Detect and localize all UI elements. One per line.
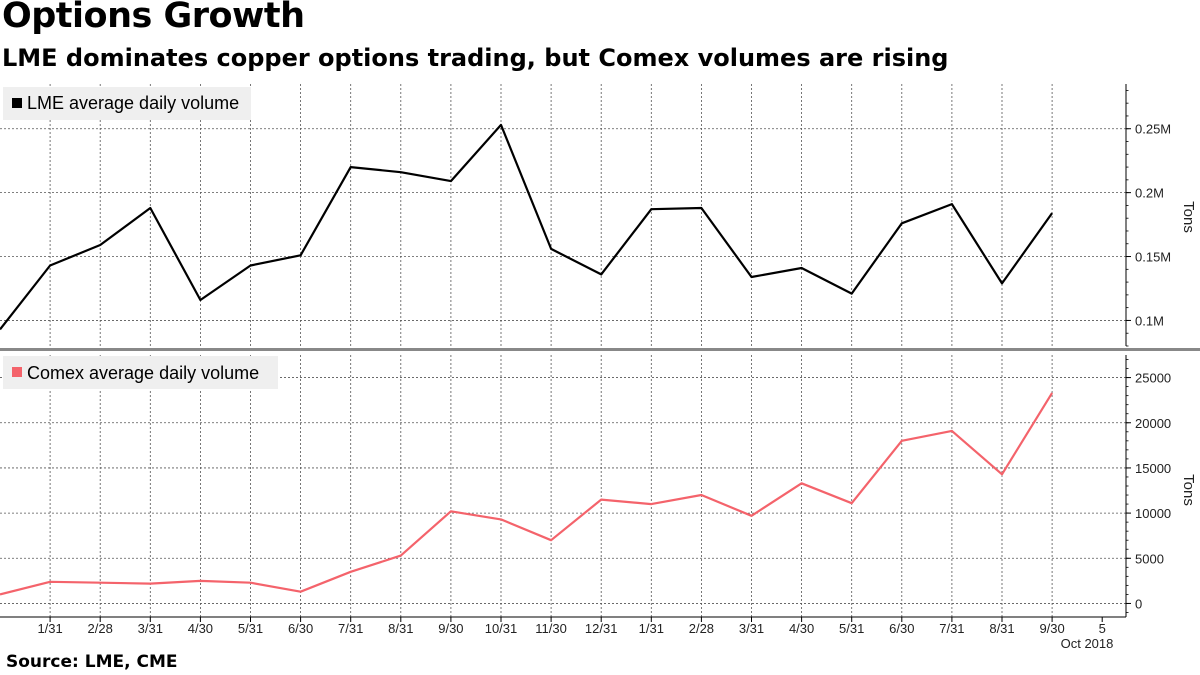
comex-y-tick-label: 25000: [1135, 371, 1171, 386]
x-tick-label: 7/31: [939, 621, 964, 636]
lme-y-tick-label: 0.15M: [1135, 250, 1171, 265]
comex-panel: 0 5000 10000 15000 20000 25000 Comex average …: [0, 355, 1197, 617]
x-axis: 1/31 2/28 3/31 4/30 5/31 6/30 7/31 8/31 9/30 10/3…: [0, 616, 1126, 636]
x-tick-label: 10/31: [485, 621, 518, 636]
page-title: Options Growth: [2, 0, 305, 36]
x-tick-label: 9/30: [438, 621, 463, 636]
lme-panel: 0.1M 0.15M 0.2M 0.25M LME average daily vol…: [0, 84, 1197, 347]
x-tick-label: 7/31: [338, 621, 363, 636]
lme-y-axis: 0.1M 0.15M 0.2M 0.25M: [1125, 84, 1171, 347]
x-tick-label: 6/30: [288, 621, 313, 636]
lme-legend-box: [3, 87, 251, 120]
comex-series-line: [0, 392, 1054, 596]
lme-y-axis-label: Tons: [1180, 201, 1197, 233]
x-tick-label: 6/30: [889, 621, 914, 636]
x-tick-label: 4/30: [188, 621, 213, 636]
comex-legend-swatch: [12, 367, 22, 377]
x-tick-label: 12/31: [585, 621, 618, 636]
comex-y-axis-label: Tons: [1180, 474, 1197, 506]
lme-y-tick-label: 0.2M: [1135, 186, 1164, 201]
x-tick-label: 3/31: [739, 621, 764, 636]
lme-legend-swatch: [12, 98, 22, 108]
lme-legend-label: LME average daily volume: [27, 93, 239, 113]
comex-y-tick-label: 5000: [1135, 551, 1164, 566]
x-tick-label: 11/30: [535, 621, 567, 636]
x-tick-label: 5/31: [238, 621, 263, 636]
source-note: Source: LME, CME: [6, 652, 178, 672]
lme-series-line: [0, 123, 1053, 331]
panel-divider: [0, 348, 1200, 351]
lme-y-tick-label: 0.1M: [1135, 313, 1164, 328]
lme-gridlines: [0, 84, 1126, 346]
x-tick-label: 9/30: [1039, 621, 1064, 636]
comex-y-tick-label: 20000: [1135, 416, 1171, 431]
x-tick-label: 2/28: [88, 621, 113, 636]
x-tick-label: 1/31: [639, 621, 664, 636]
lme-y-tick-label: 0.25M: [1135, 122, 1171, 137]
comex-y-tick-label: 10000: [1135, 506, 1171, 521]
x-tick-label: 1/31: [37, 621, 62, 636]
x-tick-label: 3/31: [138, 621, 163, 636]
x-tick-label: 4/30: [789, 621, 814, 636]
chart-subtitle: LME dominates copper options trading, bu…: [2, 44, 949, 72]
x-tick-label: 8/31: [989, 621, 1014, 636]
x-axis-sublabel: Oct 2018: [1061, 636, 1114, 651]
x-tick-label: 5: [1099, 621, 1106, 636]
comex-y-tick-label: 15000: [1135, 461, 1171, 476]
x-tick-label: 2/28: [689, 621, 714, 636]
comex-legend-box: [3, 356, 278, 389]
comex-y-axis: 0 5000 10000 15000 20000 25000: [1125, 355, 1171, 617]
comex-legend-label: Comex average daily volume: [27, 363, 259, 383]
x-tick-label: 5/31: [839, 621, 864, 636]
comex-gridlines: [0, 355, 1126, 617]
x-tick-label: 8/31: [388, 621, 413, 636]
comex-y-tick-label: 0: [1135, 596, 1142, 611]
